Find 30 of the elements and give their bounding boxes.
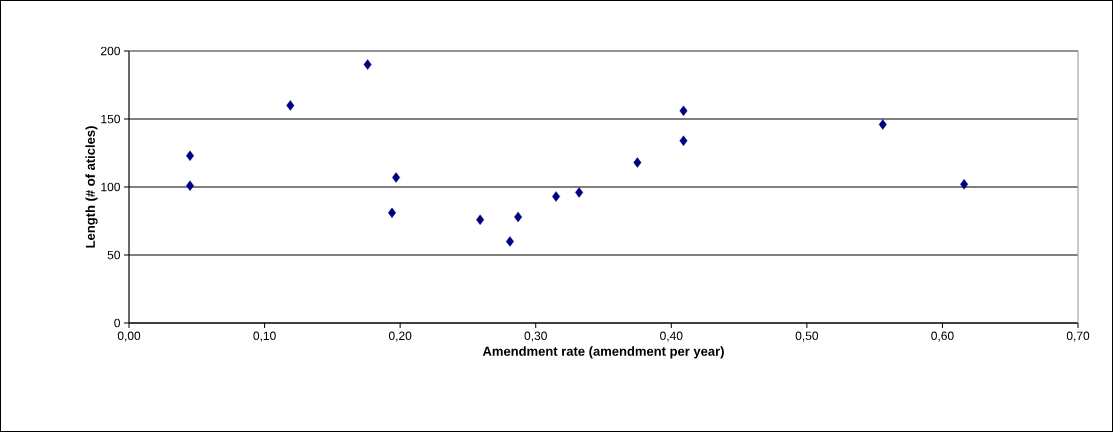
point bbox=[506, 236, 514, 247]
point bbox=[960, 179, 969, 190]
x-tick-label: 0,10 bbox=[253, 331, 276, 342]
point bbox=[633, 157, 642, 168]
point bbox=[679, 135, 688, 146]
y-tick-label: 100 bbox=[101, 182, 120, 192]
x-tick-label: 0,60 bbox=[931, 331, 954, 342]
point bbox=[186, 150, 194, 161]
x-tick-label: 0,70 bbox=[1066, 331, 1090, 342]
point bbox=[878, 119, 887, 130]
y-axis-title: Length (# of aticles) bbox=[85, 126, 98, 248]
y-tick-label: 50 bbox=[107, 250, 121, 260]
x-tick-label: 0,20 bbox=[388, 331, 412, 342]
x-tick-label: 0,30 bbox=[524, 331, 547, 342]
y-tick-label: 200 bbox=[101, 46, 120, 56]
x-tick-label: 0,50 bbox=[795, 331, 819, 342]
point bbox=[392, 172, 401, 183]
x-axis-title: Amendment rate (amendment per year) bbox=[482, 346, 724, 359]
point bbox=[575, 187, 584, 198]
y-tick-label: 0 bbox=[114, 318, 121, 328]
x-tick-label: 0,40 bbox=[660, 331, 683, 342]
point bbox=[186, 180, 194, 191]
point bbox=[679, 105, 688, 117]
point bbox=[552, 191, 561, 202]
point bbox=[476, 214, 485, 225]
point bbox=[363, 59, 372, 70]
y-tick-label: 150 bbox=[101, 114, 120, 124]
x-tick-label: 0,00 bbox=[117, 331, 141, 342]
point bbox=[286, 100, 295, 111]
point bbox=[514, 211, 523, 223]
